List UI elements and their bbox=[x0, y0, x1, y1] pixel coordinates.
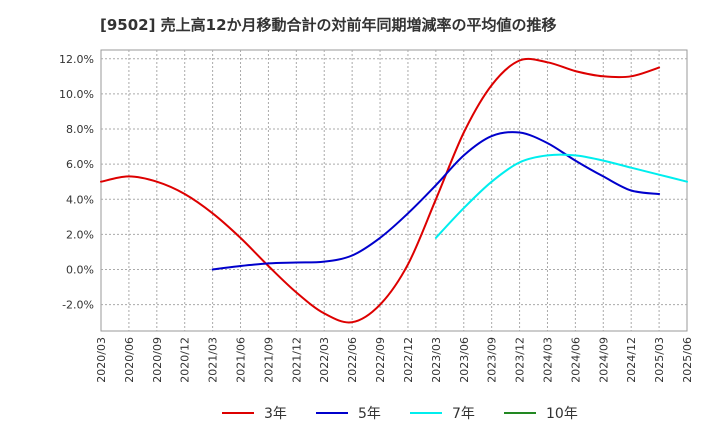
y-tick-label: 0.0% bbox=[66, 264, 94, 277]
chart-title: [9502] 売上高12か月移動合計の対前年同期増減率の平均値の推移 bbox=[100, 16, 557, 34]
x-tick-label: 2022/09 bbox=[374, 337, 387, 383]
series-line-3 bbox=[434, 153, 688, 239]
x-tick-label: 2023/09 bbox=[486, 337, 499, 383]
x-tick-label: 2020/09 bbox=[151, 337, 164, 383]
x-tick-label: 2022/12 bbox=[402, 337, 415, 383]
x-tick-label: 2024/06 bbox=[569, 337, 582, 383]
x-tick-label: 2023/06 bbox=[458, 337, 471, 383]
series-line-1 bbox=[100, 57, 661, 324]
legend-label-4: 10年 bbox=[546, 406, 578, 422]
x-tick-label: 2022/06 bbox=[346, 337, 359, 383]
legend-label-1: 3年 bbox=[264, 406, 287, 422]
legend-label-2: 5年 bbox=[358, 406, 381, 422]
x-tick-label: 2021/03 bbox=[207, 337, 220, 383]
y-tick-label: 8.0% bbox=[66, 123, 94, 136]
y-tick-label: 12.0% bbox=[59, 53, 94, 66]
x-tick-label: 2021/06 bbox=[235, 337, 248, 383]
y-tick-label: 2.0% bbox=[66, 228, 94, 241]
y-tick-label: -2.0% bbox=[62, 299, 94, 312]
series-line-2 bbox=[211, 131, 661, 271]
x-tick-label: 2021/12 bbox=[290, 337, 303, 383]
x-tick-label: 2024/09 bbox=[597, 337, 610, 383]
y-tick-label: 6.0% bbox=[66, 158, 94, 171]
x-tick-label: 2020/12 bbox=[179, 337, 192, 383]
x-tick-label: 2024/12 bbox=[625, 337, 638, 383]
x-tick-label: 2020/06 bbox=[123, 337, 136, 383]
x-tick-label: 2020/03 bbox=[95, 337, 108, 383]
x-tick-label: 2023/03 bbox=[430, 337, 443, 383]
legend-label-3: 7年 bbox=[452, 406, 475, 422]
plot-area bbox=[100, 49, 688, 332]
x-tick-label: 2025/03 bbox=[653, 337, 666, 383]
x-tick-label: 2025/06 bbox=[681, 337, 694, 383]
x-tick-label: 2023/12 bbox=[514, 337, 527, 383]
x-tick-label: 2024/03 bbox=[541, 337, 554, 383]
x-tick-label: 2022/03 bbox=[318, 337, 331, 383]
y-tick-label: 4.0% bbox=[66, 193, 94, 206]
y-tick-label: 10.0% bbox=[59, 88, 94, 101]
x-tick-label: 2021/09 bbox=[262, 337, 275, 383]
